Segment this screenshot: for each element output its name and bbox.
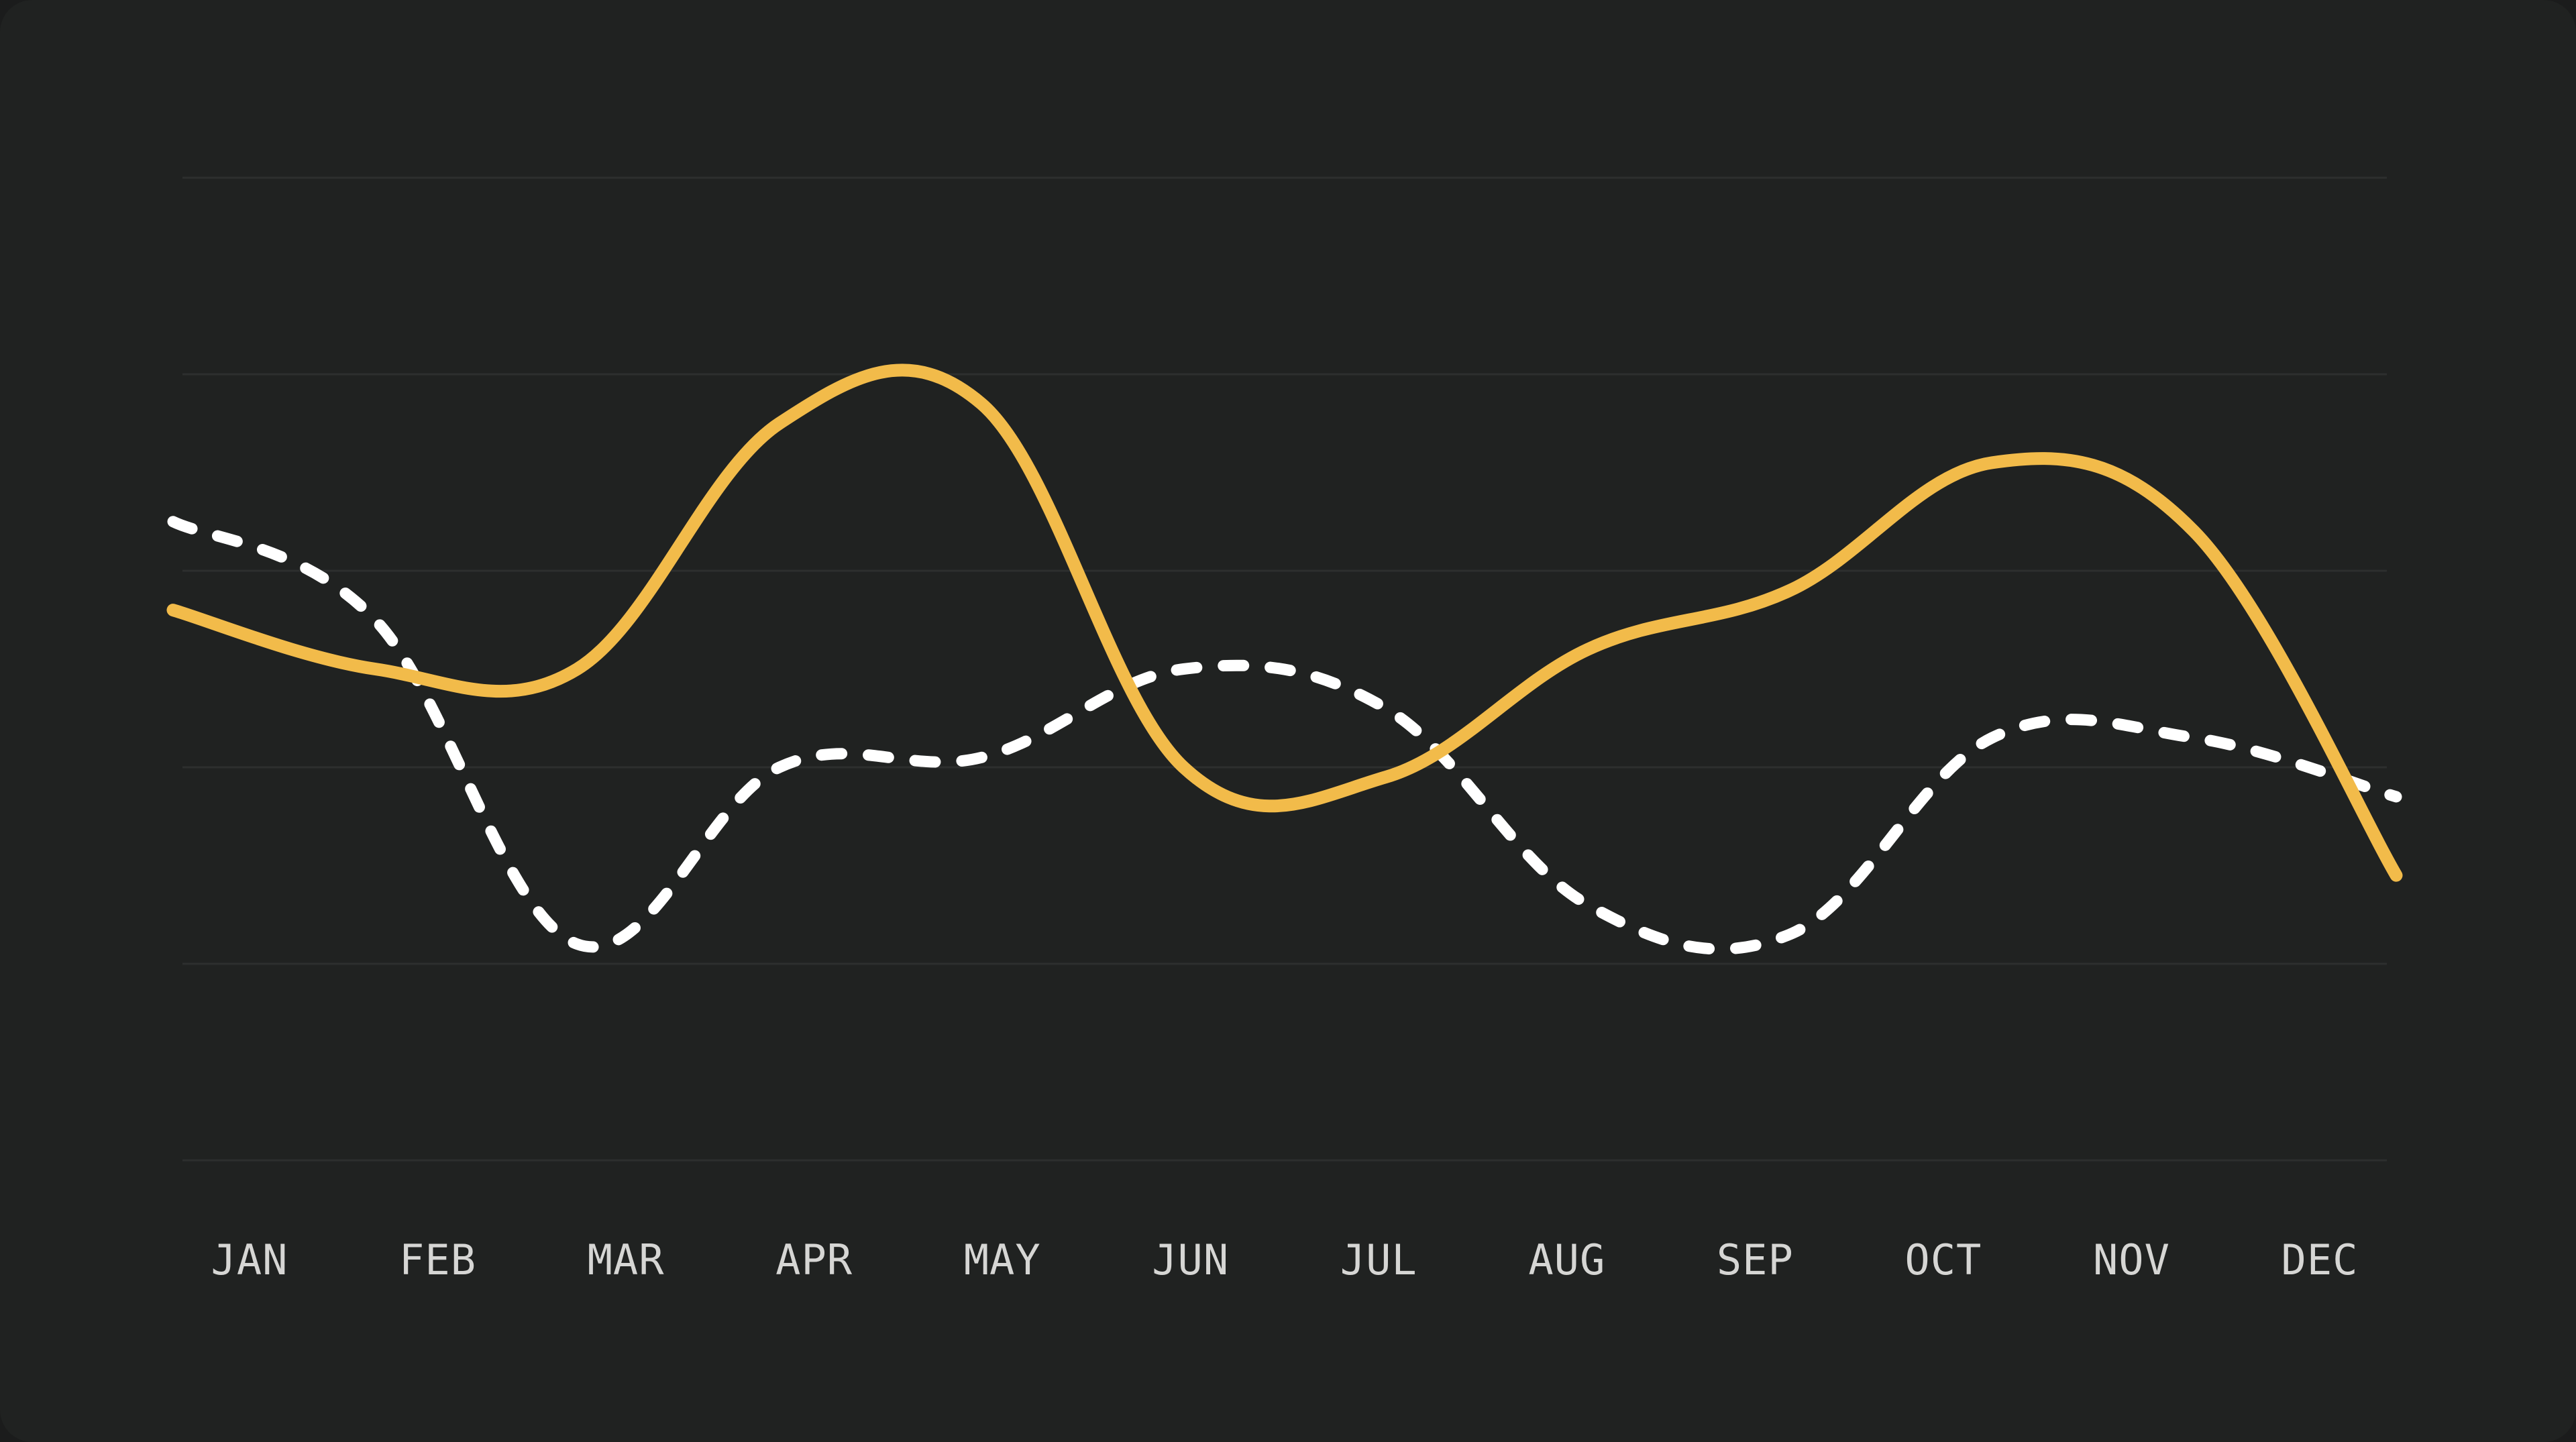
x-tick-label: AUG [1528,1235,1605,1284]
x-tick-label: APR [775,1235,853,1284]
grid-layer [182,176,2387,1162]
x-tick-label: MAR [588,1235,665,1284]
x-tick-label: SEP [1717,1235,1794,1284]
x-tick-label: MAY [964,1235,1041,1284]
series-line-solid [166,364,2403,882]
x-tick-label: JUN [1152,1235,1229,1284]
x-tick-label: DEC [2282,1235,2359,1284]
x-tick-label: FEB [399,1235,476,1284]
x-tick-label: JUL [1340,1235,1417,1284]
x-axis: JAN FEB MAR APR MAY JUN JUL AUG SEP OCT NOV DEC [211,1235,2359,1284]
x-tick-label: JAN [211,1235,288,1284]
series-layer [166,364,2403,955]
series-line-dashed [167,516,2402,955]
x-tick-label: NOV [2093,1235,2170,1284]
x-tick-label: OCT [1904,1235,1982,1284]
